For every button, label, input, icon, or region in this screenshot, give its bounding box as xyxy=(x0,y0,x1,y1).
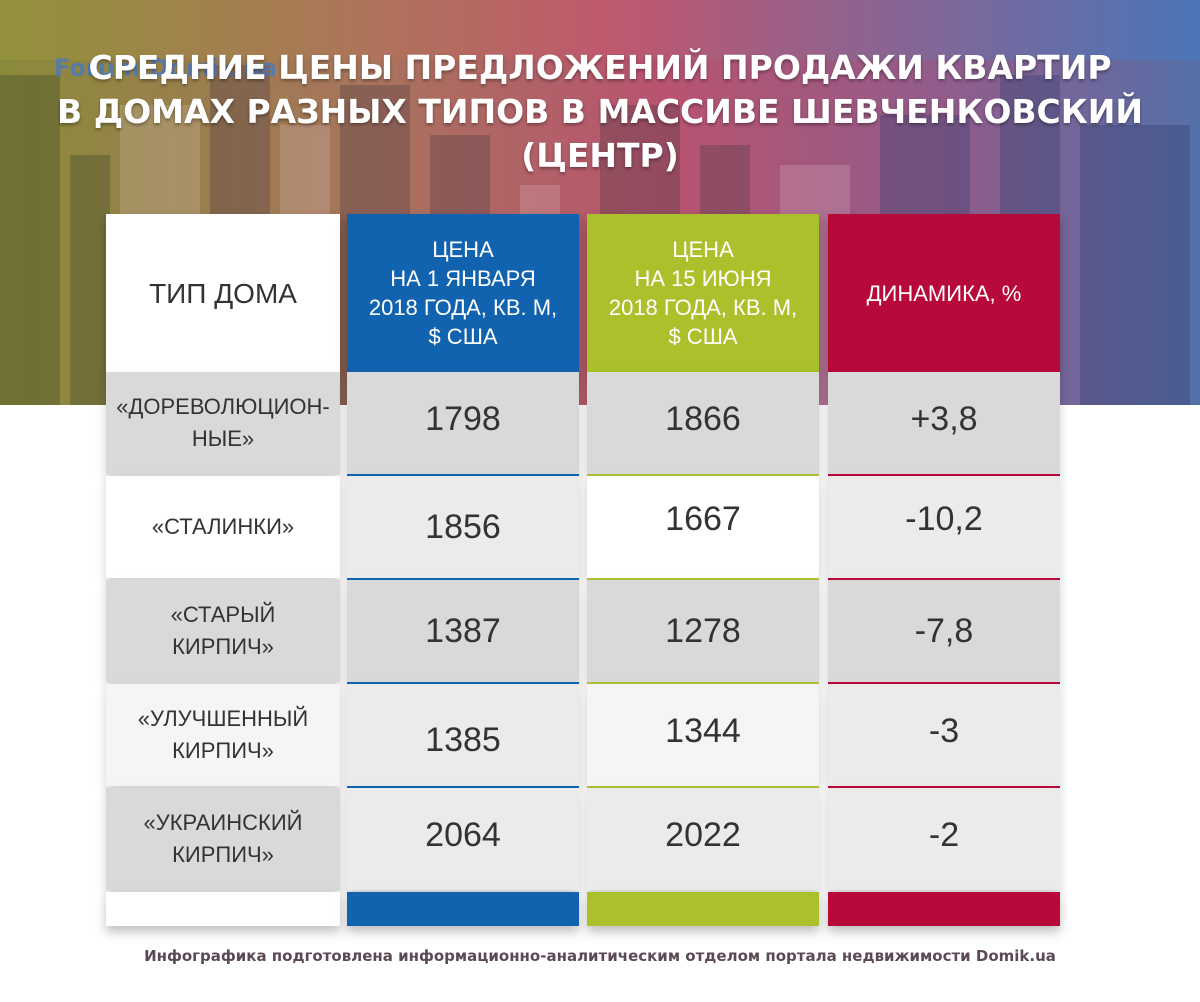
house-type-line: КИРПИЧ» xyxy=(172,842,274,867)
row-divider xyxy=(587,682,819,684)
title-line: СРЕДНИЕ ЦЕНЫ ПРЕДЛОЖЕНИЙ ПРОДАЖИ КВАРТИР xyxy=(88,48,1112,87)
house-type-cell: «СТАРЫЙ КИРПИЧ» xyxy=(106,580,340,682)
house-type-line: КИРПИЧ» xyxy=(172,634,274,659)
dynamics-cell: +3,8 xyxy=(828,372,1060,474)
house-type-cell: «УЛУЧШЕННЫЙ КИРПИЧ» xyxy=(106,684,340,786)
building xyxy=(0,75,60,405)
price-jan-cell: 1798 xyxy=(347,372,579,474)
price-jun-cell: 1667 xyxy=(587,476,819,578)
row-divider xyxy=(828,786,1060,788)
footer-bar xyxy=(828,892,1060,926)
footer-bar xyxy=(587,892,819,926)
house-type-cell: «УКРАИНСКИЙ КИРПИЧ» xyxy=(106,788,340,890)
row-divider xyxy=(828,474,1060,476)
dynamics-cell: -3 xyxy=(828,684,1060,786)
dynamics-cell: -2 xyxy=(828,788,1060,890)
house-type-line: «СТАРЫЙ xyxy=(170,602,276,627)
dynamics-cell: -10,2 xyxy=(828,476,1060,578)
house-type-cell: «ДОРЕВОЛЮЦИОН- НЫЕ» xyxy=(106,372,340,474)
header-dynamics: ДИНАМИКА, % xyxy=(828,214,1060,372)
source-caption: Инфографика подготовлена информационно-а… xyxy=(144,947,1056,965)
header-house-type: ТИП ДОМА xyxy=(106,214,340,372)
row-divider xyxy=(587,786,819,788)
row-divider xyxy=(347,578,579,580)
house-type-cell: «СТАЛИНКИ» xyxy=(106,476,340,578)
header-line: $ США xyxy=(428,324,498,349)
footer-bar xyxy=(106,892,340,926)
header-line: 2018 ГОДА, КВ. М, xyxy=(608,295,798,320)
price-jun-cell: 1344 xyxy=(587,684,819,786)
price-jun-cell: 2022 xyxy=(587,788,819,890)
building xyxy=(1080,125,1190,405)
row-divider xyxy=(587,474,819,476)
house-type-line: «УКРАИНСКИЙ xyxy=(143,810,303,835)
row-divider xyxy=(347,786,579,788)
header-line: ЦЕНА xyxy=(672,237,734,262)
footer-bar xyxy=(347,892,579,926)
price-jun-cell: 1278 xyxy=(587,580,819,682)
infographic-title: СРЕДНИЕ ЦЕНЫ ПРЕДЛОЖЕНИЙ ПРОДАЖИ КВАРТИР… xyxy=(0,46,1200,178)
row-divider xyxy=(587,578,819,580)
header-line: $ США xyxy=(668,324,738,349)
row-divider xyxy=(347,682,579,684)
header-line: НА 15 ИЮНЯ xyxy=(634,266,772,291)
row-divider xyxy=(828,578,1060,580)
dynamics-cell: -7,8 xyxy=(828,580,1060,682)
price-jan-cell: 2064 xyxy=(347,788,579,890)
title-line: (ЦЕНТР) xyxy=(521,136,679,175)
house-type-line: «ДОРЕВОЛЮЦИОН- xyxy=(116,394,330,419)
sky xyxy=(0,0,1200,60)
house-type-line: КИРПИЧ» xyxy=(172,738,274,763)
price-jan-cell: 1387 xyxy=(347,580,579,682)
header-line: 2018 ГОДА, КВ. М, xyxy=(368,295,558,320)
header-line: НА 1 ЯНВАРЯ xyxy=(390,266,536,291)
house-type-line: «УЛУЧШЕННЫЙ xyxy=(137,706,309,731)
house-type-line: НЫЕ» xyxy=(191,426,255,451)
row-divider xyxy=(828,682,1060,684)
forum-watermark: Forum.Domik.ua xyxy=(54,54,277,82)
price-jan-cell: 1856 xyxy=(347,476,579,578)
building xyxy=(70,155,110,405)
house-type-line: «СТАЛИНКИ» xyxy=(151,514,295,539)
row-divider xyxy=(347,474,579,476)
price-jun-cell: 1866 xyxy=(587,372,819,474)
price-jan-cell: 1385 xyxy=(347,684,579,786)
header-line: ЦЕНА xyxy=(432,237,494,262)
header-price-jun: ЦЕНА НА 15 ИЮНЯ 2018 ГОДА, КВ. М, $ США xyxy=(587,214,819,372)
header-price-jan: ЦЕНА НА 1 ЯНВАРЯ 2018 ГОДА, КВ. М, $ США xyxy=(347,214,579,372)
title-line: В ДОМАХ РАЗНЫХ ТИПОВ В МАССИВЕ ШЕВЧЕНКОВ… xyxy=(57,92,1143,131)
